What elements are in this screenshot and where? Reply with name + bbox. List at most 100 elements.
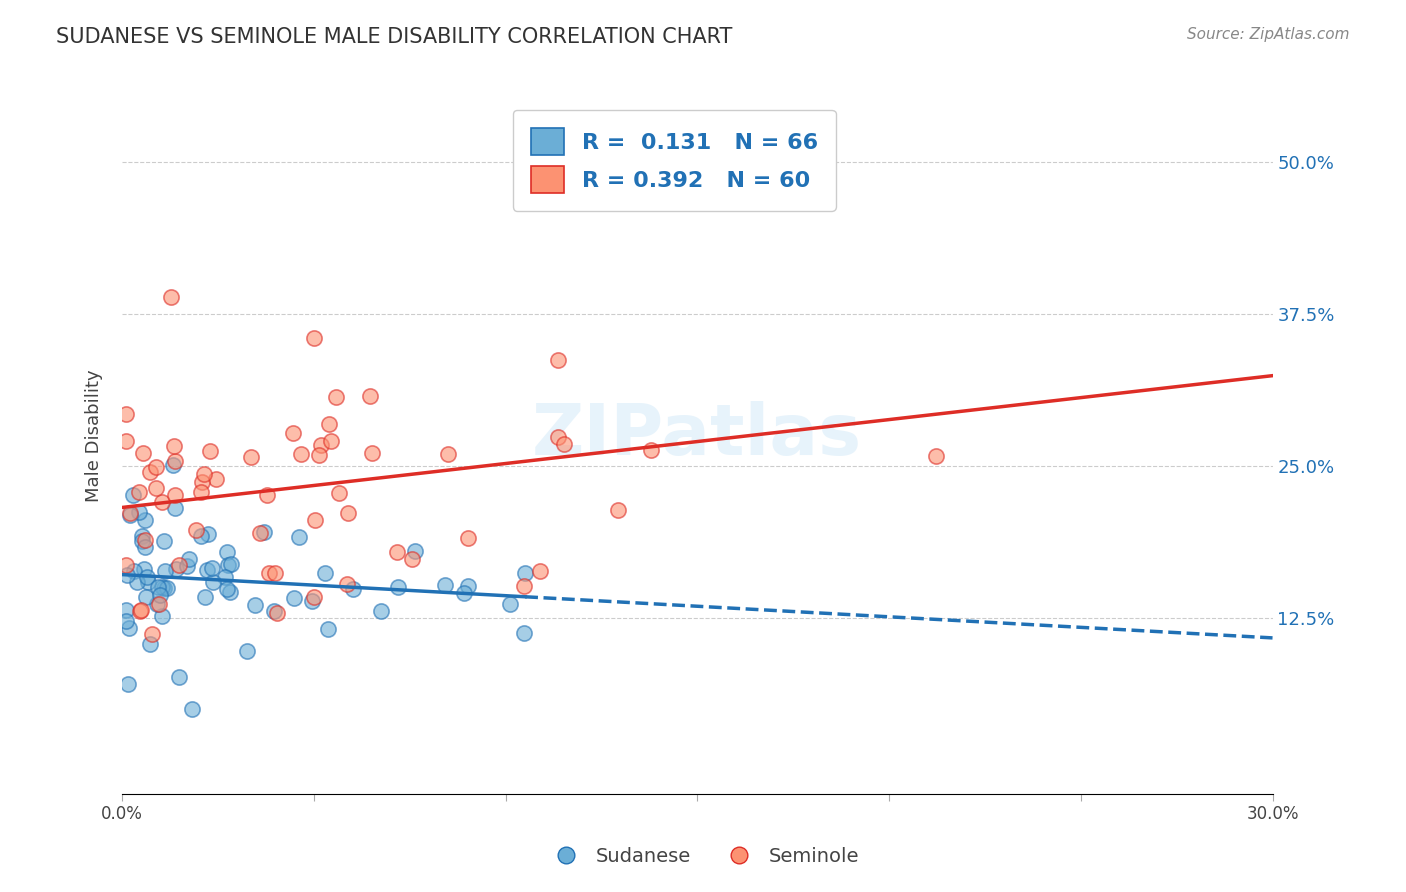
Point [134, 540, 156, 554]
Point [177, 551, 200, 566]
Point [128, 484, 150, 499]
Point [150, 609, 173, 624]
Point [134, 513, 156, 527]
Point [308, 448, 330, 462]
Point [153, 533, 176, 548]
Point [148, 597, 170, 611]
Point [640, 443, 662, 458]
Point [499, 597, 522, 611]
Point [217, 544, 239, 558]
Point [325, 390, 347, 404]
Point [163, 439, 186, 453]
Point [553, 436, 575, 450]
Point [342, 582, 364, 596]
Y-axis label: Male Disability: Male Disability [86, 369, 103, 502]
Point [437, 447, 460, 461]
Point [457, 579, 479, 593]
Point [387, 580, 409, 594]
Point [162, 458, 184, 472]
Point [550, 131, 572, 145]
Point [336, 577, 359, 591]
Point [214, 570, 236, 584]
Point [263, 604, 285, 618]
Point [218, 584, 240, 599]
Point [156, 582, 179, 596]
Point [121, 488, 143, 502]
Point [135, 591, 157, 605]
Point [139, 465, 162, 479]
Point [239, 450, 262, 464]
Point [152, 582, 174, 596]
Point [167, 558, 190, 572]
Point [360, 446, 382, 460]
Point [186, 523, 208, 537]
Point [263, 566, 285, 581]
Point [150, 580, 173, 594]
Point [176, 559, 198, 574]
Point [457, 531, 479, 545]
Point [249, 526, 271, 541]
Point [122, 564, 145, 578]
Point [318, 417, 340, 431]
Point [131, 529, 153, 543]
Point [115, 434, 138, 449]
Point [283, 426, 305, 441]
Point [290, 447, 312, 461]
Point [163, 501, 186, 516]
Point [115, 603, 138, 617]
Point [336, 506, 359, 520]
Point [201, 560, 224, 574]
Point [219, 557, 242, 571]
Point [181, 702, 204, 716]
Point [165, 454, 187, 468]
Point [288, 530, 311, 544]
Point [404, 543, 426, 558]
Point [194, 590, 217, 604]
Text: SUDANESE VS SEMINOLE MALE DISABILITY CORRELATION CHART: SUDANESE VS SEMINOLE MALE DISABILITY COR… [56, 27, 733, 46]
Point [316, 622, 339, 636]
Point [359, 389, 381, 403]
Point [190, 529, 212, 543]
Point [215, 582, 238, 596]
Point [128, 505, 150, 519]
Point [150, 494, 173, 508]
Point [301, 593, 323, 607]
Point [925, 449, 948, 463]
Point [309, 438, 332, 452]
Point [145, 481, 167, 495]
Point [149, 588, 172, 602]
Point [190, 485, 212, 500]
Point [118, 621, 141, 635]
Point [134, 533, 156, 548]
Point [401, 552, 423, 566]
Point [117, 676, 139, 690]
Point [328, 486, 350, 500]
Point [513, 578, 536, 592]
Point [131, 446, 153, 460]
Point [257, 566, 280, 580]
Point [148, 580, 170, 594]
Point [266, 606, 288, 620]
Point [118, 507, 141, 521]
Point [204, 472, 226, 486]
Point [136, 570, 159, 584]
Legend: R =  0.131   N = 66, R = 0.392   N = 60: R = 0.131 N = 66, R = 0.392 N = 60 [513, 110, 835, 211]
Point [283, 591, 305, 605]
Point [302, 331, 325, 345]
Point [115, 407, 138, 421]
Point [304, 513, 326, 527]
Point [115, 615, 138, 629]
Point [370, 604, 392, 618]
Text: Source: ZipAtlas.com: Source: ZipAtlas.com [1187, 27, 1350, 42]
Point [132, 562, 155, 576]
Point [513, 566, 536, 580]
Point [547, 430, 569, 444]
Point [145, 598, 167, 612]
Point [314, 566, 336, 580]
Point [141, 626, 163, 640]
Point [167, 670, 190, 684]
Point [253, 524, 276, 539]
Point [256, 487, 278, 501]
Point [129, 603, 152, 617]
Point [197, 526, 219, 541]
